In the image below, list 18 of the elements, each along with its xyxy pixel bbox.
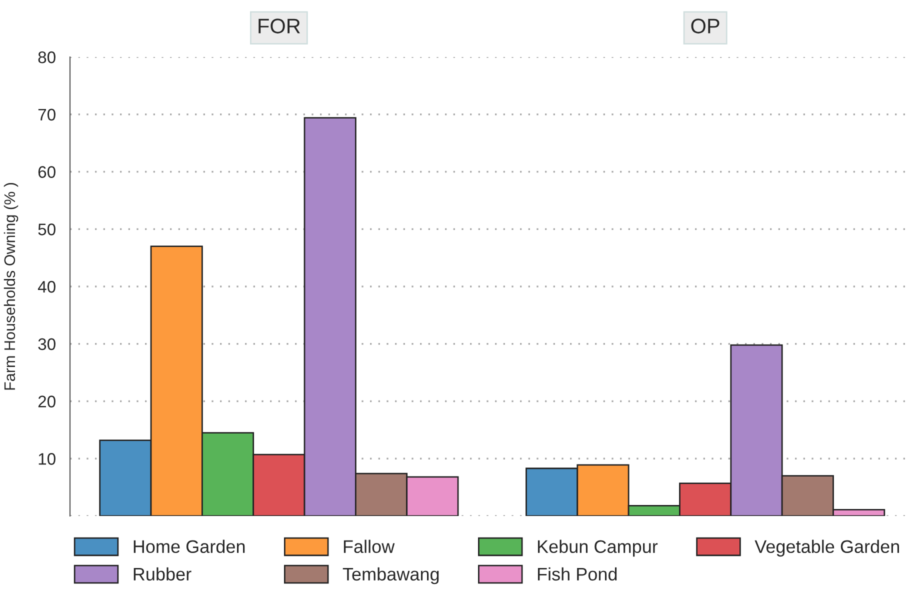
legend-label: Kebun Campur [538,540,658,557]
x-tick-label: OP [691,18,720,34]
y-tick-label: 10 [38,453,56,465]
y-tick-label: 50 [38,224,56,236]
y-tick-label: 40 [38,280,56,293]
y-tick-label: 80 [38,51,56,64]
legend-label: Fish Pond [538,567,617,581]
y-tick-label: 60 [38,166,56,178]
x-tick-label: FOR [258,18,300,34]
y-tick-label: 70 [38,108,56,121]
y-tick-label: 30 [38,338,56,350]
legend-label: Rubber [134,567,192,581]
y-tick-label: 20 [38,396,56,408]
legend-label: Vegetable Garden [754,540,900,557]
legend-label: Home Garden [134,540,245,554]
legend-label: Fallow [344,540,395,554]
y-axis-title: Farm Households Owning (% ) [4,183,18,390]
legend-label: Tembawang [342,567,439,584]
